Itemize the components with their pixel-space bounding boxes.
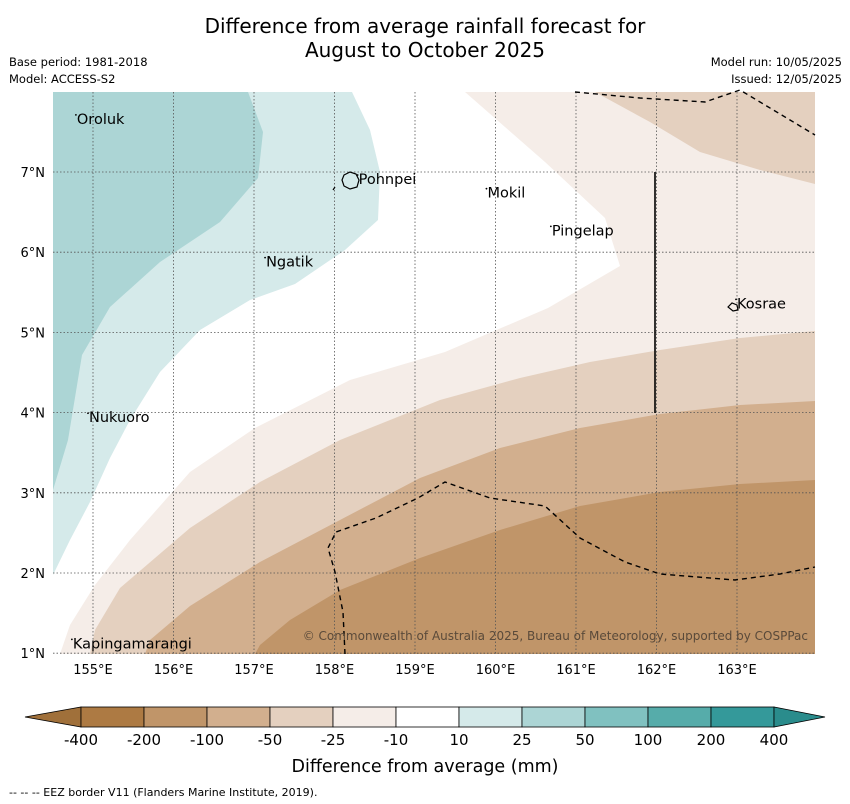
- colorbar-tick-label: 10: [449, 731, 468, 749]
- longitude-tick-label: 161°E: [556, 663, 596, 678]
- base-period: Base period: 1981-2018: [9, 55, 148, 69]
- rainfall-map: Oroluk Pohnpei Mokil Pingelap Ngatik Kosrae Nu…: [21, 89, 826, 777]
- colorbar-swatch: [710, 706, 775, 728]
- place-label-mokil: Mokil: [487, 186, 525, 202]
- place-label-nukuoro: Nukuoro: [89, 410, 150, 426]
- colorbar-extend-left: [24, 706, 82, 728]
- colorbar-tick-label: -25: [321, 731, 346, 749]
- colorbar-swatch: [521, 706, 586, 728]
- colorbar-swatch: [395, 706, 460, 728]
- band-25-to-50: [53, 92, 263, 490]
- map-plot-area: [53, 92, 815, 654]
- colorbar-tick-label: 400: [760, 731, 789, 749]
- place-label-ngatik: Ngatik: [266, 255, 314, 271]
- island-marker-icon: [356, 174, 359, 176]
- colorbar-tick-label: -50: [258, 731, 283, 749]
- colorbar-legend: -400 -200 -100 -50 -25 -10 10 25 50 100 200 400: [24, 706, 826, 749]
- longitude-tick-label: 158°E: [315, 663, 355, 678]
- island-marker-icon: [735, 298, 737, 301]
- band-minus-25-to-minus-50-ne: [595, 92, 815, 184]
- longitude-tick-label: 160°E: [476, 663, 516, 678]
- place-label-oroluk: Oroluk: [77, 112, 125, 128]
- colorbar-tick-label: 200: [697, 731, 726, 749]
- longitude-tick-label: 159°E: [395, 663, 435, 678]
- longitude-tick-label: 163°E: [717, 663, 757, 678]
- island-marker-icon: [485, 187, 488, 190]
- latitude-tick-label: 4°N: [21, 407, 46, 422]
- colorbar-swatch: [206, 706, 271, 728]
- place-label-pingelap: Pingelap: [552, 223, 614, 239]
- base-period-info: Base period: 1981-2018 Model: ACCESS-S2: [9, 54, 148, 88]
- latitude-ticks: 7°N 6°N 5°N 4°N 3°N 2°N 1°N: [21, 166, 46, 662]
- longitude-tick-label: 157°E: [234, 663, 274, 678]
- colorbar-swatch: [584, 706, 649, 728]
- kosrae-island-icon: [727, 302, 739, 312]
- map-title: Difference from average rainfall forecas…: [0, 14, 850, 62]
- copyright-notice: © Commonwealth of Australia 2025, Bureau…: [303, 629, 808, 643]
- place-labels: Oroluk Pohnpei Mokil Pingelap Ngatik Kosrae Nu…: [70, 112, 786, 652]
- colorbar-extend-right: [773, 706, 826, 728]
- band-minus-100-to-minus-200: [255, 480, 815, 654]
- island-marker-icon: [75, 113, 77, 116]
- colorbar-title: Difference from average (mm): [291, 757, 558, 777]
- colorbar-tick-label: 50: [575, 731, 594, 749]
- title-line-2: August to October 2025: [304, 38, 546, 62]
- longitude-tick-label: 156°E: [154, 663, 194, 678]
- graticule: [53, 92, 815, 654]
- latitude-tick-label: 6°N: [21, 246, 46, 261]
- colorbar-tick-label: -400: [64, 731, 98, 749]
- longitude-ticks: 155°E 156°E 157°E 158°E 159°E 160°E 161°E 162°E…: [73, 663, 757, 678]
- island-marker-icon: [549, 225, 552, 228]
- latitude-tick-label: 7°N: [21, 166, 46, 181]
- longitude-tick-label: 162°E: [637, 663, 677, 678]
- place-label-kapingamarangi: Kapingamarangi: [73, 636, 192, 652]
- model-run: Model run: 10/05/2025: [710, 55, 842, 69]
- islands: [332, 171, 739, 312]
- colorbar-swatch: [80, 706, 145, 728]
- place-label-kosrae: Kosrae: [737, 296, 786, 312]
- issued-date: Issued: 12/05/2025: [731, 72, 842, 86]
- island-marker-icon: [70, 638, 73, 641]
- place-label-pohnpei: Pohnpei: [359, 172, 417, 188]
- colorbar-tick-label: 25: [512, 731, 531, 749]
- pohnpei-island-icon: [341, 171, 360, 190]
- latitude-tick-label: 1°N: [21, 647, 46, 662]
- eez-borders: [327, 89, 816, 655]
- colorbar-tick-label: -100: [190, 731, 224, 749]
- pohnpei-islet-icon: [332, 186, 336, 191]
- eez-border-south: [327, 481, 816, 655]
- colorbar-tick-label: -200: [127, 731, 161, 749]
- colorbar-swatch: [458, 706, 523, 728]
- latitude-tick-label: 2°N: [21, 567, 46, 582]
- island-marker-icon: [264, 256, 266, 259]
- colorbar-tick-label: -10: [384, 731, 409, 749]
- colorbar-tick-label: 100: [634, 731, 663, 749]
- colorbar-swatch: [332, 706, 397, 728]
- island-marker-icon: [87, 412, 89, 415]
- colorbar-swatch: [143, 706, 208, 728]
- colorbar-swatch: [269, 706, 334, 728]
- title-line-1: Difference from average rainfall forecas…: [204, 14, 646, 38]
- longitude-tick-label: 155°E: [73, 663, 113, 678]
- latitude-tick-label: 3°N: [21, 487, 46, 502]
- colorbar-swatch: [647, 706, 712, 728]
- model-name: Model: ACCESS-S2: [9, 72, 116, 86]
- eez-border-north: [574, 89, 816, 136]
- latitude-tick-label: 5°N: [21, 326, 46, 341]
- model-run-info: Model run: 10/05/2025 Issued: 12/05/2025: [711, 54, 842, 88]
- eez-footnote: -- -- -- EEZ border V11 (Flanders Marine…: [9, 786, 318, 799]
